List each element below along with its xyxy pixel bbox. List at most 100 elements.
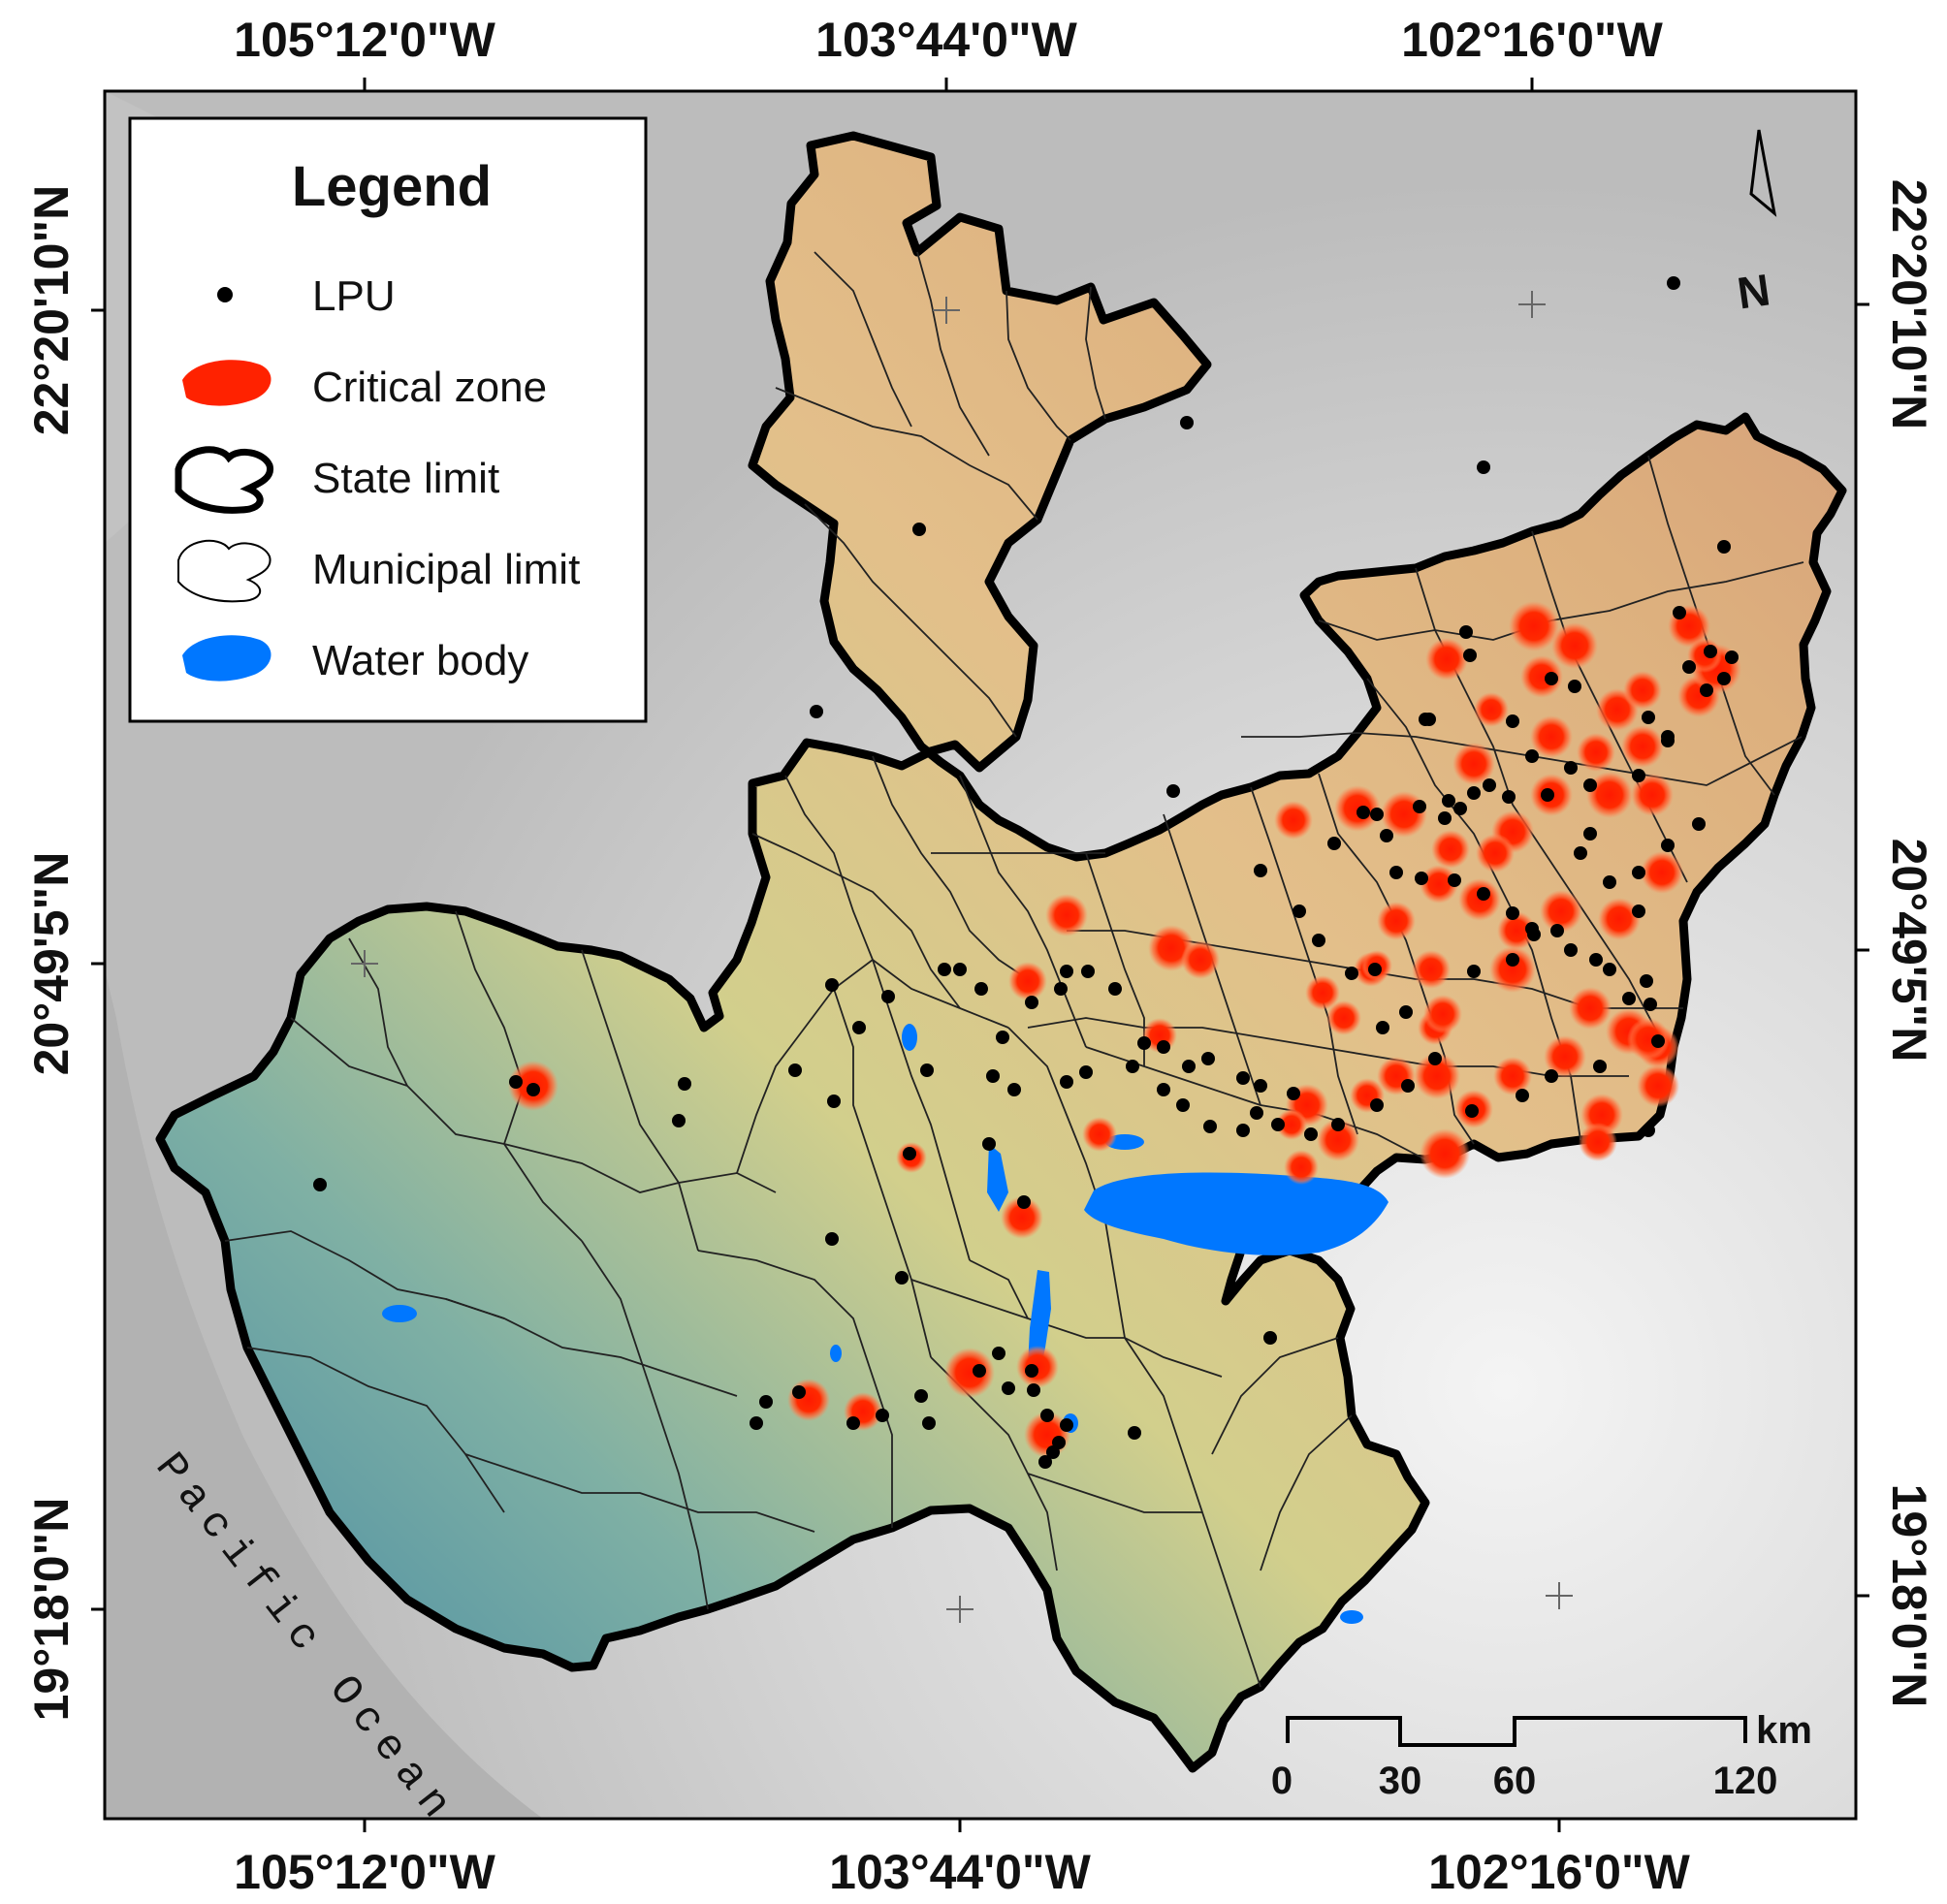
lpu-point	[810, 705, 823, 718]
lpu-point	[1640, 974, 1653, 988]
critical-zone-mark	[1420, 1128, 1470, 1179]
lpu-point	[1717, 540, 1731, 554]
critical-zone-mark	[1489, 946, 1536, 993]
lpu-point	[1667, 276, 1680, 290]
critical-zone-mark	[1637, 1064, 1679, 1107]
lpu-point	[1180, 416, 1194, 429]
lpu-point	[1166, 784, 1180, 798]
critical-zone-mark	[1326, 1000, 1361, 1035]
lpu-point	[1593, 1060, 1607, 1073]
lpu-point	[1704, 645, 1717, 658]
lpu-point	[920, 1063, 934, 1077]
lpu-point	[1271, 1118, 1285, 1131]
lpu-point	[1682, 660, 1696, 674]
critical-zone-mark	[1420, 865, 1458, 904]
critical-zone-mark	[1305, 975, 1340, 1010]
lpu-point	[1644, 998, 1657, 1011]
right-latitude-label-2: 20°49'5"N	[1882, 839, 1936, 1063]
lake-zapotlan	[987, 1144, 1008, 1212]
lpu-point	[1438, 811, 1452, 825]
lpu-point	[1108, 982, 1122, 996]
thin-outline-icon	[177, 540, 271, 603]
lpu-point	[1603, 963, 1616, 976]
critical-zone-mark	[1412, 950, 1451, 989]
lpu-point	[1692, 817, 1706, 831]
lpu-point	[1060, 1418, 1073, 1432]
lpu-point	[1304, 1127, 1318, 1141]
legend-item-municipal-limit: Municipal limit	[312, 546, 580, 593]
lpu-point	[1467, 965, 1481, 978]
lpu-point	[788, 1063, 802, 1077]
north-arrow: N	[1735, 129, 1777, 319]
legend-item-critical-zone: Critical zone	[312, 364, 547, 411]
scale-tick-0: 0	[1271, 1760, 1293, 1802]
critical-zone-mark	[1082, 1117, 1117, 1152]
lpu-point	[1401, 1079, 1415, 1093]
lpu-point	[903, 1147, 916, 1160]
critical-zone-mark	[1001, 1196, 1043, 1239]
lpu-point	[1622, 992, 1636, 1005]
top-longitude-label-2: 103°44'0"W	[815, 13, 1077, 67]
lpu-point	[1201, 1052, 1215, 1065]
lpu-point	[1312, 934, 1325, 947]
bottom-longitude-label-1: 105°12'0"W	[234, 1845, 495, 1899]
red-blob-icon	[182, 360, 271, 406]
lpu-point	[1419, 713, 1432, 726]
lpu-point	[1574, 846, 1587, 860]
legend-box	[128, 116, 648, 723]
critical-zone-mark	[1276, 1109, 1307, 1140]
lpu-point	[1525, 922, 1539, 936]
lpu-point	[1642, 711, 1655, 724]
lpu-point	[1463, 649, 1477, 662]
critical-zone-mark	[1377, 902, 1416, 940]
critical-zone-mark	[1317, 1119, 1359, 1161]
critical-zone-mark	[1181, 940, 1220, 979]
lpu-point	[1060, 965, 1073, 978]
lpu-point	[1002, 1381, 1015, 1395]
lpu-point	[1399, 1005, 1413, 1019]
lpu-point	[1642, 1124, 1655, 1137]
lpu-point	[912, 523, 926, 536]
lpu-point	[1632, 769, 1645, 782]
lpu-point	[1717, 672, 1731, 685]
water-body-west	[382, 1305, 417, 1322]
lpu-point	[1054, 982, 1068, 996]
lpu-point	[974, 982, 988, 996]
lpu-point	[1025, 996, 1038, 1009]
north-arrow-label: N	[1735, 264, 1773, 318]
right-latitude-label-1: 22°20'10"N	[1882, 179, 1936, 430]
lpu-point	[1007, 1083, 1021, 1096]
state-limit	[155, 131, 1847, 1773]
lpu-point	[1126, 1060, 1139, 1073]
lpu-point	[1370, 808, 1384, 821]
lpu-point	[1415, 872, 1428, 885]
lake-chapala	[1084, 1172, 1388, 1255]
lpu-point	[1545, 672, 1558, 685]
critical-zone-mark	[1493, 1057, 1532, 1095]
lpu-point	[1477, 887, 1490, 901]
lpu-point	[1583, 778, 1597, 792]
legend-item-state-limit: State limit	[312, 455, 499, 502]
critical-zone-mark	[1544, 1035, 1586, 1078]
lpu-point	[1448, 873, 1461, 887]
map-frame	[103, 89, 1858, 1821]
critical-zone-mark	[1431, 830, 1470, 869]
critical-zone-mark	[1627, 1018, 1670, 1061]
bottom-longitude-label-3: 102°16'0"W	[1428, 1845, 1690, 1899]
lpu-point	[1157, 1083, 1170, 1096]
lpu-point	[1589, 953, 1603, 967]
lpu-point	[1389, 866, 1403, 879]
lpu-point	[1583, 827, 1597, 841]
critical-zone-mark	[1569, 987, 1612, 1030]
lpu-point	[1541, 788, 1554, 802]
dot-icon	[217, 287, 233, 302]
lpu-point	[1182, 1060, 1196, 1073]
lpu-point	[1632, 866, 1645, 879]
critical-zone-mark	[1423, 995, 1462, 1033]
critical-zone-mark	[1623, 671, 1662, 710]
lpu-point	[1236, 1124, 1250, 1137]
lpu-point	[1038, 1455, 1052, 1469]
lpu-point	[1632, 904, 1645, 918]
lpu-point	[1263, 1331, 1277, 1345]
lpu-point	[1046, 1445, 1060, 1459]
